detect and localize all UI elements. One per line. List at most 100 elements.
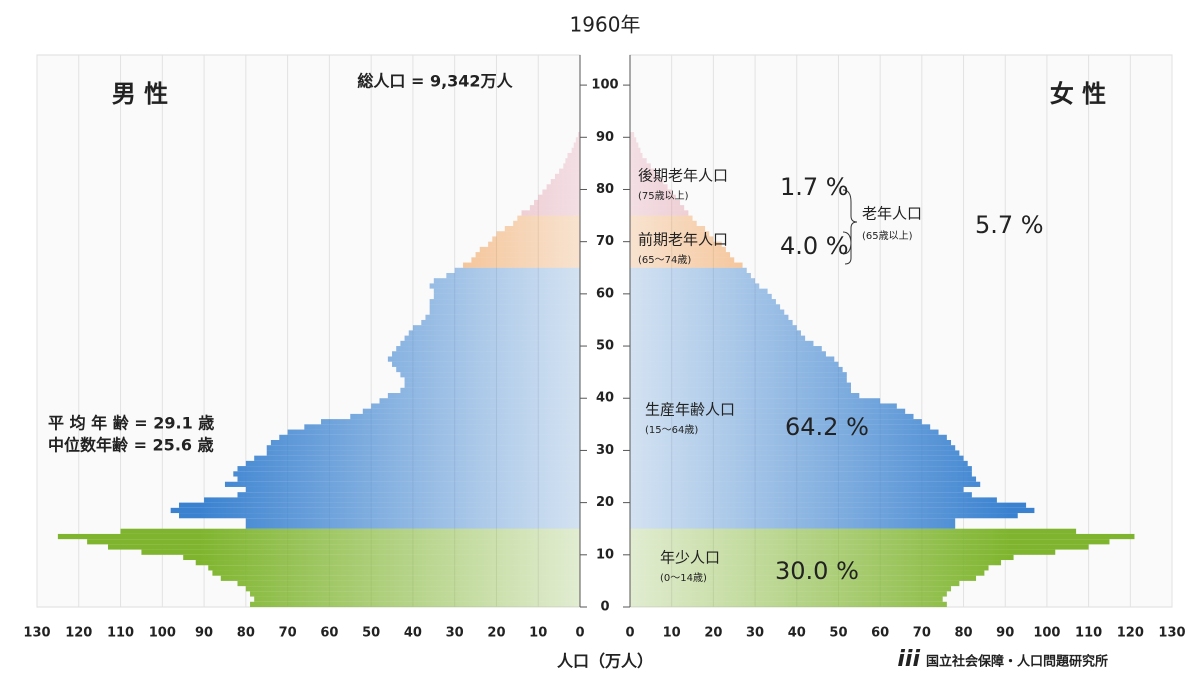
bar bbox=[630, 486, 964, 493]
x-tick-label: 80 bbox=[237, 626, 255, 641]
bar bbox=[630, 434, 947, 440]
bar bbox=[630, 450, 960, 456]
bar bbox=[630, 481, 981, 487]
bar bbox=[208, 565, 580, 571]
bar bbox=[630, 173, 660, 180]
bar bbox=[630, 403, 897, 409]
band-label: 年少人口 bbox=[660, 549, 720, 567]
bar bbox=[630, 267, 747, 273]
bar bbox=[237, 466, 580, 472]
bar bbox=[630, 413, 914, 420]
bar bbox=[630, 533, 1135, 540]
x-tick-label: 60 bbox=[320, 626, 338, 641]
bar bbox=[87, 539, 580, 545]
elderly-sublabel: (65歳以上) bbox=[862, 230, 913, 242]
band-label: 後期老年人口 bbox=[638, 167, 728, 185]
band-label: 前期老年人口 bbox=[638, 231, 728, 249]
bar bbox=[630, 408, 906, 414]
bar bbox=[630, 241, 722, 247]
bar bbox=[573, 142, 580, 148]
bar bbox=[245, 460, 580, 467]
bar bbox=[630, 278, 756, 284]
band-percent: 30.0 % bbox=[775, 557, 859, 585]
bar bbox=[630, 513, 1018, 519]
bar bbox=[421, 319, 580, 326]
y-tick-label: 0 bbox=[600, 600, 609, 615]
bar bbox=[492, 236, 580, 242]
bar bbox=[630, 554, 1014, 561]
bar bbox=[371, 403, 580, 409]
bar bbox=[630, 163, 651, 169]
bar bbox=[630, 580, 960, 587]
bar bbox=[567, 152, 580, 159]
x-tick-label: 30 bbox=[446, 626, 464, 641]
bar bbox=[429, 304, 580, 310]
bar bbox=[630, 596, 943, 602]
bar bbox=[475, 252, 580, 258]
bar bbox=[630, 330, 801, 336]
male-label: 男 性 bbox=[112, 80, 168, 108]
bar bbox=[630, 518, 956, 524]
bar bbox=[245, 523, 580, 529]
bar bbox=[630, 445, 956, 451]
bar bbox=[630, 476, 977, 482]
bar bbox=[630, 460, 968, 467]
x-tick-label: 90 bbox=[996, 626, 1014, 641]
bar bbox=[179, 502, 580, 508]
bar bbox=[433, 288, 580, 294]
x-tick-label: 90 bbox=[195, 626, 213, 641]
x-tick-label: 40 bbox=[404, 626, 422, 641]
source: 国立社会保障・人口問題研究所 bbox=[926, 654, 1108, 670]
bar bbox=[392, 361, 580, 367]
bar bbox=[630, 246, 726, 253]
bar bbox=[630, 591, 947, 597]
bar bbox=[245, 586, 580, 592]
bar bbox=[630, 283, 760, 289]
bar bbox=[141, 549, 580, 555]
bar bbox=[630, 601, 947, 607]
bar bbox=[630, 351, 826, 357]
y-tick-label: 100 bbox=[591, 78, 618, 93]
band-sublabel: (15〜64歳) bbox=[645, 424, 698, 436]
elderly-label: 老年人口 bbox=[862, 205, 922, 223]
bar bbox=[179, 513, 580, 519]
bar bbox=[630, 439, 952, 446]
bar bbox=[630, 549, 1056, 555]
bar bbox=[362, 408, 580, 414]
bar bbox=[245, 486, 580, 493]
bar bbox=[538, 194, 580, 200]
bar bbox=[425, 314, 580, 320]
bar bbox=[630, 544, 1089, 550]
bar bbox=[534, 199, 580, 206]
x-tick-label: 110 bbox=[107, 626, 134, 641]
female-label: 女 性 bbox=[1050, 80, 1106, 108]
x-tick-label: 0 bbox=[625, 626, 634, 641]
bar bbox=[630, 179, 664, 185]
bar bbox=[630, 424, 931, 430]
y-tick-label: 30 bbox=[596, 443, 614, 458]
x-tick-label: 0 bbox=[575, 626, 584, 641]
bar bbox=[517, 215, 580, 221]
bar bbox=[563, 163, 580, 169]
total-label: 総人口 = 9,342万人 bbox=[357, 72, 513, 91]
x-tick-label: 10 bbox=[663, 626, 681, 641]
x-tick-label: 120 bbox=[1117, 626, 1144, 641]
bar bbox=[404, 335, 580, 341]
bar bbox=[575, 137, 580, 143]
bar bbox=[250, 601, 580, 607]
bar bbox=[233, 471, 581, 477]
x-tick-label: 10 bbox=[529, 626, 547, 641]
band-sublabel: (75歳以上) bbox=[638, 190, 689, 202]
bar bbox=[254, 455, 580, 461]
bar bbox=[287, 429, 580, 435]
bar bbox=[630, 184, 668, 190]
y-tick-label: 10 bbox=[596, 547, 614, 562]
bar bbox=[304, 424, 580, 430]
elderly-percent: 5.7 % bbox=[975, 211, 1044, 239]
bar bbox=[630, 205, 685, 211]
x-axis-label: 人口（万人） bbox=[557, 652, 653, 671]
bar bbox=[454, 267, 580, 273]
bar bbox=[120, 528, 581, 534]
bar bbox=[471, 257, 580, 263]
bar bbox=[254, 596, 580, 602]
